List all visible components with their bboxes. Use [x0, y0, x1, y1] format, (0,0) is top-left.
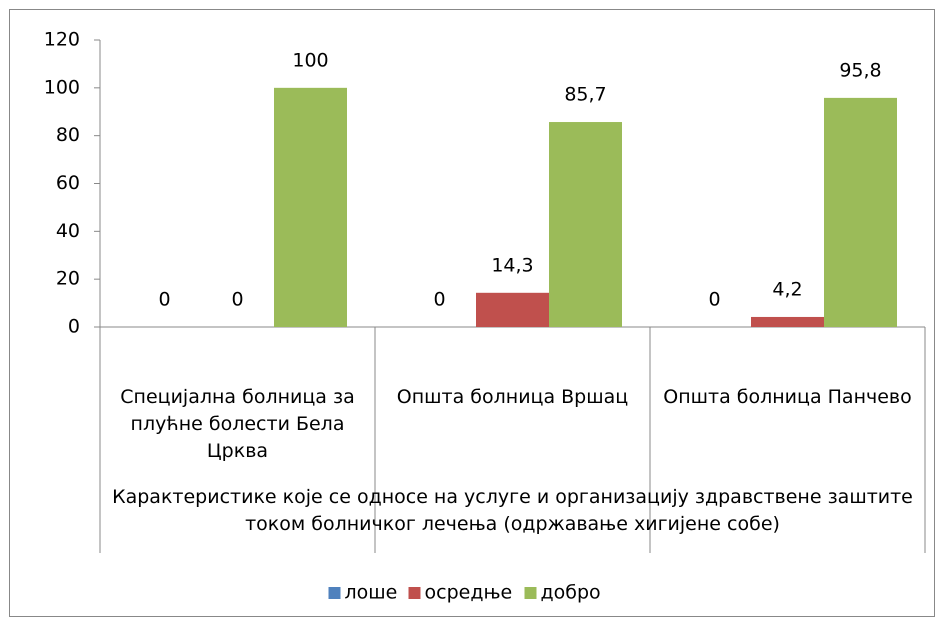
y-tick-label: 60 [56, 172, 80, 194]
bar [751, 316, 824, 327]
x-tick-label: Општа болница Вршац [396, 386, 629, 408]
data-label: 14,3 [491, 254, 533, 276]
legend-label: осредње [425, 582, 513, 604]
bar [476, 292, 549, 327]
chart-border [9, 9, 935, 617]
bar [549, 122, 622, 327]
legend-swatch [524, 587, 537, 599]
legend-swatch [328, 587, 341, 599]
y-tick-label: 20 [56, 268, 80, 290]
x-tick-label: Општа болница Панчево [663, 386, 912, 408]
data-label: 4,2 [772, 278, 802, 300]
y-tick-label: 120 [44, 29, 80, 51]
legend-swatch [408, 587, 421, 599]
data-label: 0 [433, 289, 445, 311]
y-tick-label: 80 [56, 124, 80, 146]
data-label: 95,8 [839, 59, 881, 81]
legend-label: лоше [345, 582, 398, 604]
bar [824, 97, 897, 328]
data-label: 0 [231, 289, 243, 311]
y-tick-label: 40 [56, 220, 80, 242]
legend-label: добро [541, 582, 601, 604]
x-tick-label: Специјална болница за плућне болести Бел… [120, 386, 355, 462]
x-axis-title: Карактеристике које се односе на услуге … [112, 486, 913, 535]
data-label: 100 [292, 49, 328, 71]
data-label: 0 [158, 289, 170, 311]
bar [274, 87, 347, 327]
data-label: 85,7 [564, 84, 606, 106]
y-tick-label: 0 [68, 316, 80, 338]
data-label: 0 [708, 289, 720, 311]
y-tick-label: 100 [44, 76, 80, 98]
